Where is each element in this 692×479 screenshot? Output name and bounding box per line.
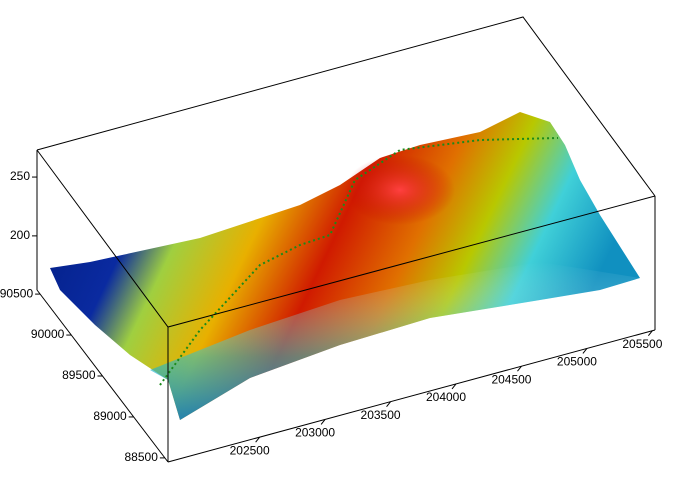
y-tick-label: 88500 (125, 450, 159, 464)
y-tick-label: 90500 (0, 286, 33, 300)
x-tick-label: 203000 (295, 426, 335, 440)
x-tick (255, 436, 261, 443)
x-tick (320, 419, 326, 425)
surface (50, 112, 640, 420)
y-tick-label: 90000 (31, 327, 65, 341)
box-back (36, 16, 656, 290)
x-tick-label: 204000 (426, 390, 466, 404)
x-tick (386, 401, 391, 407)
x-tick (582, 348, 588, 354)
x-tick-label: 204500 (491, 372, 531, 386)
z-tick-label: 250 (10, 169, 30, 183)
x-tick (647, 330, 653, 337)
y-tick-label: 89500 (62, 368, 96, 382)
x-tick-label: 205000 (557, 355, 597, 369)
x-tick (517, 365, 522, 372)
x-tick (451, 383, 457, 390)
y-tick-label: 89000 (93, 409, 127, 423)
x-tick-label: 203500 (361, 408, 401, 422)
x-tick-label: 202500 (230, 443, 270, 457)
z-tick-label: 200 (10, 228, 30, 242)
x-tick-label: 205500 (622, 337, 662, 351)
